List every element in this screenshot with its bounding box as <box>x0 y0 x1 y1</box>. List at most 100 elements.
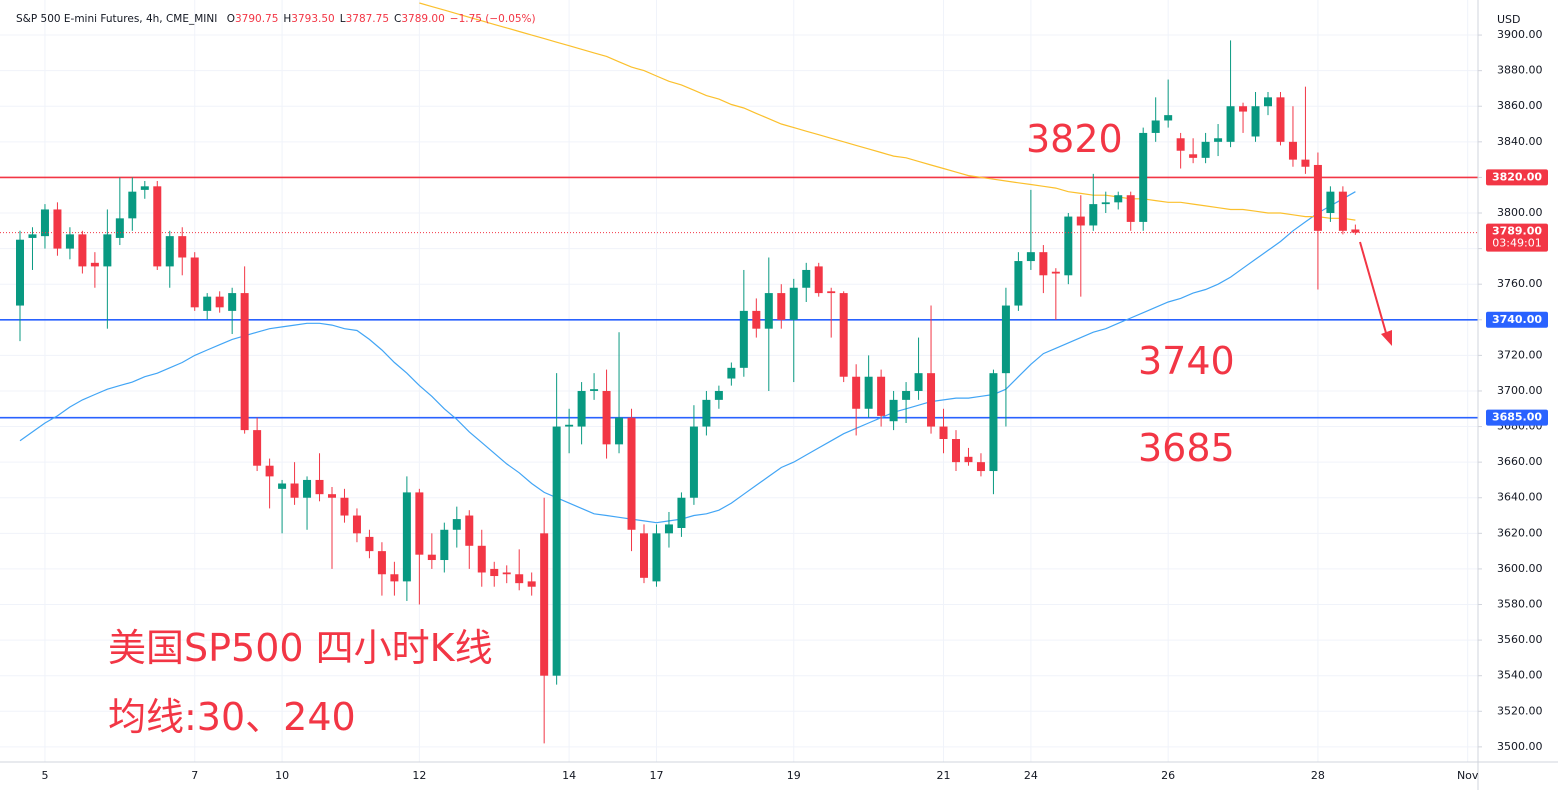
y-tick-label: 3660.00 <box>1497 455 1543 468</box>
last-price-label: 3789.00 <box>1492 225 1542 238</box>
candle-body <box>939 426 948 440</box>
candle-body <box>115 218 124 238</box>
legend-label: L <box>339 13 346 25</box>
candle-body <box>40 209 49 237</box>
candle-body <box>365 536 374 552</box>
x-tick-label: 7 <box>191 769 198 782</box>
candle-body <box>53 209 62 249</box>
candle-body <box>702 399 711 427</box>
candle-body <box>540 533 549 676</box>
legend-value: 3790.75 <box>234 13 279 25</box>
y-tick-label: 3540.00 <box>1497 669 1543 682</box>
candle-body <box>1114 195 1123 203</box>
candle-body <box>852 376 861 409</box>
plot-area <box>0 2 1478 744</box>
candle-body <box>1176 138 1185 151</box>
candle-body <box>477 545 486 573</box>
x-tick-label: 19 <box>787 769 801 782</box>
candle-body <box>228 293 237 311</box>
candle-body <box>1001 305 1010 374</box>
y-tick-label: 3860.00 <box>1497 99 1543 112</box>
candle-body <box>1139 132 1148 222</box>
candle-body <box>877 376 886 416</box>
candle-body <box>527 581 536 587</box>
candle-body <box>615 417 624 445</box>
candle-body <box>1039 252 1048 276</box>
candle-body <box>1126 195 1135 222</box>
candle-body <box>727 367 736 379</box>
y-tick-label: 3880.00 <box>1497 64 1543 77</box>
annotation-text: 均线:30、240 <box>108 695 356 739</box>
candle-body <box>1189 154 1198 158</box>
candle-body <box>689 426 698 498</box>
candle-body <box>140 186 149 190</box>
candle-body <box>752 310 761 329</box>
candle-body <box>440 529 449 561</box>
symbol-title: S&P 500 E-mini Futures, 4h, CME_MINI <box>16 13 218 25</box>
level-label-box <box>1486 169 1548 186</box>
candle-body <box>340 497 349 516</box>
x-tick-label: 24 <box>1024 769 1038 782</box>
candle-body <box>1014 261 1023 306</box>
annotation-text: 3740 <box>1138 339 1235 383</box>
candle-body <box>165 236 174 267</box>
y-tick-label: 3500.00 <box>1497 740 1543 753</box>
candle-body <box>1214 138 1223 142</box>
candle-body <box>927 373 936 427</box>
legend-value: 3789.00 <box>401 13 445 25</box>
candle-body <box>190 257 199 308</box>
x-tick-label: 10 <box>275 769 289 782</box>
candle-body <box>328 494 336 498</box>
candle-body <box>502 572 511 575</box>
level-label: 3740.00 <box>1492 313 1542 326</box>
y-tick-label: 3580.00 <box>1497 598 1543 611</box>
candle-body <box>253 430 262 466</box>
legend-change: −1.75 (−0.05%) <box>449 13 536 25</box>
candle-body <box>215 296 224 308</box>
candle-body <box>65 234 74 249</box>
candle-body <box>1351 229 1360 233</box>
candle-body <box>577 390 586 427</box>
candle-body <box>103 234 112 267</box>
candle-body <box>1264 97 1272 107</box>
candle-body <box>602 390 611 445</box>
x-tick-label: 26 <box>1161 769 1175 782</box>
candle-body <box>402 492 411 582</box>
candle-body <box>714 390 723 400</box>
candle-body <box>16 239 24 306</box>
x-tick-label: 14 <box>562 769 576 782</box>
level-label: 3820.00 <box>1492 170 1542 183</box>
candle-body <box>1239 106 1248 112</box>
candle-body <box>989 373 998 472</box>
candle-body <box>315 479 324 495</box>
candle-body <box>78 234 87 267</box>
legend-label: C <box>394 13 402 25</box>
arrow-shaft <box>1359 241 1387 334</box>
level-label-box <box>1486 409 1548 426</box>
candle-body <box>1051 271 1060 274</box>
y-tick-label: 3700.00 <box>1497 384 1543 397</box>
candle-body <box>278 483 287 489</box>
chart-legend: S&P 500 E-mini Futures, 4h, CME_MINI O37… <box>16 13 541 25</box>
x-tick-label: 5 <box>41 769 48 782</box>
candle-body <box>390 574 399 582</box>
annotation-text: 3685 <box>1138 426 1235 470</box>
candle-body <box>28 234 37 238</box>
legend-label: O <box>226 13 235 25</box>
candle-body <box>1301 159 1310 167</box>
candle-body <box>1101 202 1110 205</box>
y-tick-label: 3640.00 <box>1497 491 1543 504</box>
candle-body <box>1288 141 1297 160</box>
candle-body <box>352 515 361 534</box>
candle-body <box>652 533 661 582</box>
candle-body <box>1313 164 1322 231</box>
candle-body <box>1338 191 1347 231</box>
candle-body <box>1089 204 1098 226</box>
candle-body <box>739 310 748 368</box>
candle-body <box>590 389 599 391</box>
x-tick-label: Nov <box>1457 769 1479 782</box>
candle-body <box>552 426 561 676</box>
y-tick-label: 3900.00 <box>1497 28 1543 41</box>
candle-body <box>565 424 574 427</box>
